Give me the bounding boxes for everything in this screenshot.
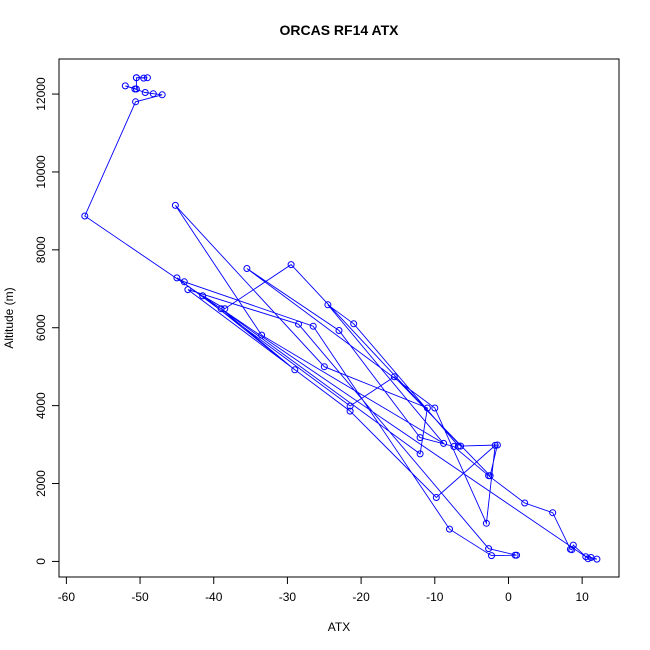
data-point <box>217 305 225 313</box>
data-point <box>143 74 151 82</box>
data-point <box>446 525 453 533</box>
data-point <box>149 90 157 98</box>
data-point <box>184 286 192 294</box>
data-point <box>431 404 439 412</box>
x-tick-label: -40 <box>205 590 223 604</box>
x-tick-label: -30 <box>279 590 297 604</box>
y-tick-label: 10000 <box>34 155 48 189</box>
x-tick-label: 10 <box>575 590 589 604</box>
y-axis: 0 2000 4000 6000 8000 10000 12000 <box>34 77 60 565</box>
data-point <box>320 363 328 371</box>
data-point <box>131 85 139 93</box>
data-point <box>173 274 181 282</box>
chart-title: ORCAS RF14 ATX <box>279 22 399 38</box>
data-point <box>521 499 529 507</box>
data-point <box>335 327 343 334</box>
data-point <box>486 472 494 480</box>
y-tick-label: 8000 <box>34 236 48 263</box>
series-layer <box>81 74 601 563</box>
data-point <box>324 301 332 309</box>
data-point <box>243 265 251 272</box>
data-point <box>287 261 295 269</box>
data-point <box>141 89 149 96</box>
data-point <box>350 320 358 328</box>
data-point <box>511 551 519 559</box>
x-tick-label: -60 <box>58 590 76 604</box>
data-point <box>346 402 354 410</box>
data-point <box>132 74 140 82</box>
data-point <box>457 442 465 450</box>
data-point <box>295 320 302 328</box>
data-point <box>390 373 398 381</box>
data-point <box>485 545 493 553</box>
data-point <box>309 322 317 330</box>
data-point <box>81 212 89 220</box>
y-tick-label: 4000 <box>34 392 48 419</box>
data-point <box>454 442 462 450</box>
data-point <box>593 555 601 563</box>
data-point <box>482 519 490 527</box>
x-tick-label: -50 <box>131 590 149 604</box>
x-tick-label: -10 <box>426 590 444 604</box>
data-point <box>346 407 354 415</box>
data-point <box>423 404 431 412</box>
y-tick-label: 6000 <box>34 314 48 341</box>
y-tick-label: 12000 <box>34 77 48 111</box>
data-point <box>432 494 440 501</box>
y-axis-label: Altitude (m) <box>2 287 16 348</box>
x-axis: -60 -50 -40 -30 -20 -10 0 10 <box>58 576 589 604</box>
x-tick-label: -20 <box>352 590 370 604</box>
data-point <box>291 366 299 374</box>
series-line <box>84 77 598 560</box>
data-point <box>450 443 458 450</box>
y-tick-label: 0 <box>34 558 48 565</box>
x-axis-label: ATX <box>328 620 350 634</box>
data-point <box>180 278 188 286</box>
data-point <box>584 555 592 563</box>
data-point <box>132 98 140 106</box>
data-point <box>221 305 229 313</box>
data-point <box>121 82 129 90</box>
data-point <box>171 201 179 209</box>
data-point <box>440 439 448 447</box>
data-point <box>416 434 424 442</box>
data-point <box>199 292 207 300</box>
data-point <box>488 552 495 560</box>
data-point <box>582 553 590 561</box>
data-point <box>140 74 148 82</box>
data-point <box>493 441 501 449</box>
y-tick-label: 2000 <box>34 470 48 497</box>
data-point <box>416 450 424 458</box>
data-point <box>158 91 166 99</box>
data-point <box>258 331 266 339</box>
data-point <box>566 545 574 553</box>
x-tick-label: 0 <box>505 590 512 604</box>
data-point <box>549 509 557 517</box>
